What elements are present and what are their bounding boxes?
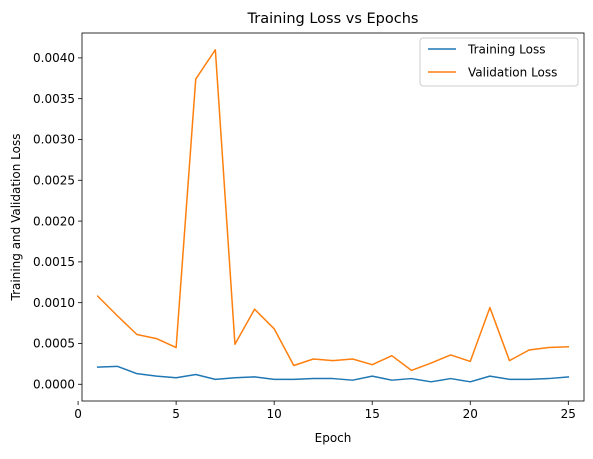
- axis-ticks: 0 5 10 15 20 25 0.0000 0.0005 0.0010 0.0015 0.0020…: [33, 51, 576, 421]
- x-axis-label: Epoch: [315, 431, 352, 445]
- y-axis-label: Training and Validation Loss: [9, 134, 23, 302]
- y-tick-label: 0.0040: [33, 51, 75, 65]
- x-tick-label: 15: [365, 407, 380, 421]
- series-line-validation-loss: [96, 48, 570, 372]
- plot-frame: [81, 32, 585, 402]
- y-tick-label: 0.0010: [33, 296, 75, 310]
- y-tick-label: 0.0035: [33, 92, 75, 106]
- series-line-training-loss: [96, 365, 570, 383]
- legend-frame: [419, 37, 579, 87]
- x-tick-label: 10: [267, 407, 282, 421]
- y-tick-label: 0.0005: [33, 337, 75, 351]
- y-tick-label: 0.0025: [33, 173, 75, 187]
- legend-label-training-loss: Training Loss: [467, 43, 545, 57]
- chart-title: Training Loss vs Epochs: [247, 11, 419, 27]
- legend-label-validation-loss: Validation Loss: [468, 66, 557, 80]
- legend: Training Loss Validation Loss: [419, 37, 579, 87]
- x-tick-label: 25: [561, 407, 576, 421]
- series-lines: [96, 48, 570, 383]
- y-tick-label: 0.0000: [33, 377, 75, 391]
- y-tick-label: 0.0020: [33, 214, 75, 228]
- x-tick-label: 20: [463, 407, 478, 421]
- x-tick-label: 0: [74, 407, 82, 421]
- x-tick-label: 5: [172, 407, 180, 421]
- y-tick-label: 0.0015: [33, 255, 75, 269]
- y-tick-label: 0.0030: [33, 133, 75, 147]
